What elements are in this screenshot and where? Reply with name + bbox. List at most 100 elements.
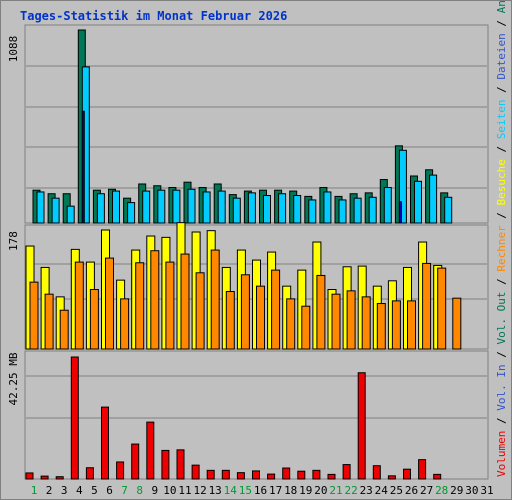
day-label: 8 — [136, 484, 143, 497]
rechner-bar — [422, 262, 432, 350]
legend-entry: Anfragen — [495, 1, 508, 13]
legend-entry: Dateien — [495, 33, 508, 79]
volumen-bar — [131, 443, 140, 480]
rechner-bar — [105, 257, 114, 350]
chart-title: Tages-Statistik im Monat Februar 2026 — [20, 9, 288, 23]
day-label: 4 — [76, 484, 83, 497]
day-label: 11 — [178, 484, 191, 497]
legend: Volumen / Vol. In / Vol. Out / Rechner /… — [495, 1, 508, 477]
day-label: 17 — [269, 484, 282, 497]
rechner-bar — [391, 300, 401, 350]
legend-entry: / — [495, 411, 508, 431]
dateien-bar — [202, 191, 211, 224]
rechner-bar — [120, 298, 130, 350]
visits-scale-label: 178 — [7, 231, 20, 251]
volume-scale-label: 42.25 MB — [7, 352, 20, 405]
seiten-bar — [81, 110, 85, 224]
volumen-bar — [312, 469, 321, 480]
volumen-bar — [221, 469, 230, 480]
rechner-bar — [407, 300, 416, 350]
volumen-bar — [161, 449, 170, 480]
legend-entry: Seiten — [495, 99, 508, 139]
volumen-bar — [55, 476, 64, 480]
rechner-bar — [89, 289, 99, 350]
dateien-bar — [247, 192, 256, 224]
dateien-bar — [96, 193, 105, 224]
dateien-bar — [444, 196, 453, 224]
rechner-bar — [452, 297, 462, 350]
dateien-bar — [157, 189, 166, 224]
volumen-bar — [433, 473, 442, 480]
volumen-bar — [101, 406, 109, 480]
volumen-bar — [327, 473, 336, 480]
dateien-bar — [323, 191, 332, 224]
rechner-bar — [29, 281, 39, 350]
day-label: 3 — [61, 484, 68, 497]
legend-entry: / — [495, 205, 508, 225]
rechner-bar — [376, 303, 386, 350]
rechner-bar — [286, 298, 296, 350]
day-label: 2 — [46, 484, 53, 497]
legend-entry: / — [495, 13, 508, 33]
dateien-bar — [353, 197, 362, 224]
day-label: 14 — [224, 484, 238, 497]
volumen-bar — [25, 472, 34, 480]
volumen-bar — [146, 421, 155, 480]
day-label: 5 — [91, 484, 98, 497]
rechner-bar — [74, 261, 84, 350]
legend-entry: Volumen — [495, 431, 508, 477]
dateien-bar — [263, 195, 271, 224]
rechner-bar — [165, 261, 175, 350]
volumen-bar — [418, 459, 427, 480]
dateien-bar — [429, 174, 438, 224]
volumen-bar — [176, 449, 185, 480]
dateien-bar — [338, 199, 347, 224]
dateien-bar — [66, 205, 75, 224]
rechner-bar — [44, 293, 54, 350]
dateien-bar — [172, 189, 181, 224]
rechner-bar — [331, 293, 341, 350]
dateien-bar — [368, 196, 377, 224]
volumen-bar — [191, 464, 200, 480]
rechner-bar — [256, 285, 265, 350]
day-label: 31 — [480, 484, 493, 497]
day-label: 16 — [254, 484, 267, 497]
dateien-bar — [187, 188, 196, 224]
rechner-bar — [195, 272, 205, 350]
volumen-bar — [40, 475, 49, 480]
day-label: 1 — [31, 484, 38, 497]
rechner-bar — [59, 309, 69, 350]
dateien-bar — [36, 191, 45, 224]
dateien-bar — [383, 187, 392, 224]
rechner-bar — [135, 262, 145, 350]
bars — [25, 29, 462, 480]
volumen-bar — [267, 473, 276, 480]
day-label: 19 — [299, 484, 312, 497]
day-label: 9 — [151, 484, 158, 497]
dateien-bar — [127, 202, 136, 224]
dateien-bar — [232, 197, 241, 224]
volumen-bar — [206, 469, 215, 480]
day-label: 25 — [390, 484, 403, 497]
legend-entry: / — [495, 345, 508, 365]
rechner-bar — [150, 250, 160, 350]
day-label: 13 — [209, 484, 222, 497]
day-label: 24 — [375, 484, 389, 497]
volumen-bar — [85, 467, 94, 480]
day-label: 28 — [435, 484, 448, 497]
day-label: 12 — [193, 484, 206, 497]
day-label: 27 — [420, 484, 433, 497]
hits-scale-label: 1088 — [7, 36, 20, 63]
day-label: 20 — [314, 484, 327, 497]
day-label: 7 — [121, 484, 128, 497]
rechner-bar — [361, 296, 371, 350]
day-label: 21 — [329, 484, 342, 497]
rechner-bar — [225, 291, 235, 350]
day-label: 23 — [360, 484, 373, 497]
dateien-bar — [398, 149, 407, 224]
dateien-bar — [278, 193, 287, 224]
volumen-bar — [372, 465, 381, 480]
